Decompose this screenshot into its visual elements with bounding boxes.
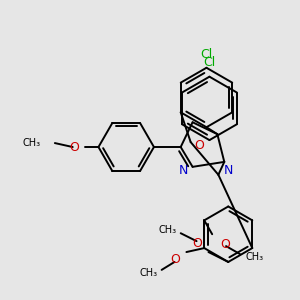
- Text: N: N: [179, 164, 188, 177]
- Text: O: O: [220, 238, 230, 250]
- Text: CH₃: CH₃: [246, 252, 264, 262]
- Text: O: O: [195, 139, 205, 152]
- Text: CH₃: CH₃: [159, 225, 177, 235]
- Text: CH₃: CH₃: [140, 268, 158, 278]
- Text: N: N: [224, 164, 233, 177]
- Text: O: O: [193, 237, 202, 250]
- Text: O: O: [171, 254, 181, 266]
- Text: Cl: Cl: [200, 48, 213, 62]
- Text: CH₃: CH₃: [23, 138, 41, 148]
- Text: O: O: [69, 140, 79, 154]
- Text: Cl: Cl: [203, 56, 216, 69]
